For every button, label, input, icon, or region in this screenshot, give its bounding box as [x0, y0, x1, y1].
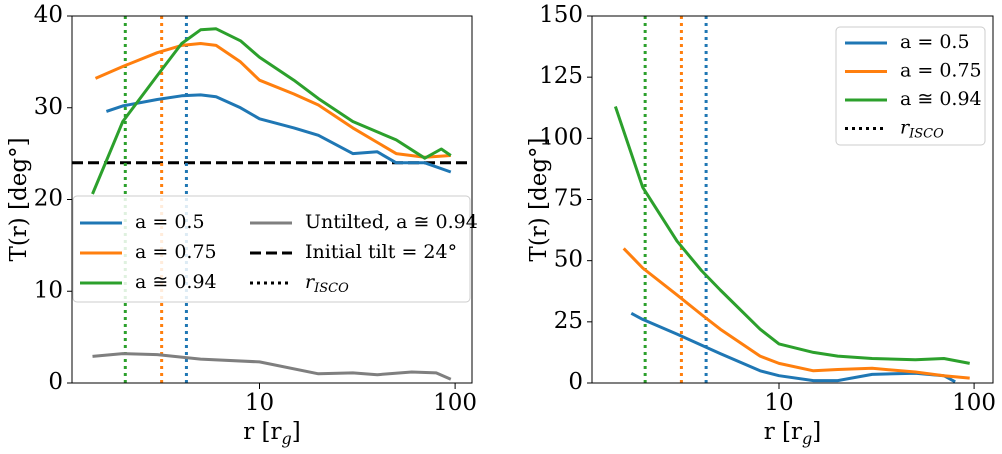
- legend-label: a = 0.5: [135, 211, 205, 233]
- legend-box: [835, 26, 986, 146]
- legend-label: a = 0.75: [135, 241, 217, 263]
- y-axis-label: T(r) [deg°]: [6, 137, 32, 261]
- y-tick-label: 25: [554, 308, 583, 334]
- data-line: [622, 247, 970, 380]
- data-line: [105, 93, 452, 174]
- y-tick-label: 150: [539, 2, 583, 28]
- y-tick-label: 0: [568, 369, 583, 395]
- y-tick-label: 20: [34, 186, 63, 212]
- x-tick-label: 100: [952, 390, 996, 416]
- legend-label: rISCO: [305, 271, 349, 296]
- x-label-main: r [r: [764, 419, 802, 445]
- x-label-end: ]: [812, 419, 821, 445]
- x-tick-label: 10: [764, 390, 793, 416]
- legend-label: rISCO: [900, 117, 944, 142]
- legend-label-sub: ISCO: [313, 281, 349, 296]
- y-tick-label: 0: [48, 369, 63, 395]
- legend-box: [72, 195, 471, 303]
- legend-label: a = 0.75: [900, 60, 982, 82]
- x-axis-label: r [rg]: [764, 419, 822, 448]
- data-line: [92, 352, 452, 381]
- x-tick-label: 10: [245, 390, 274, 416]
- data-line: [613, 106, 970, 365]
- legend-label-main: r: [900, 117, 911, 139]
- y-tick-label: 75: [554, 186, 583, 212]
- x-axis-label: r [rg]: [243, 419, 301, 448]
- legend-label: a = 0.5: [900, 31, 970, 53]
- y-tick-label: 30: [34, 94, 63, 120]
- legend-label-main: r: [305, 271, 316, 293]
- plot-area: [613, 16, 970, 383]
- axes-frame: [71, 15, 473, 384]
- legend-label: Untilted, a ≅ 0.94: [305, 211, 478, 233]
- x-label-sub: g: [802, 429, 812, 448]
- y-tick-label: 40: [34, 2, 63, 28]
- legend-label: a ≅ 0.94: [900, 88, 982, 110]
- y-tick-label: 10: [34, 277, 63, 303]
- y-tick-label: 100: [539, 124, 583, 150]
- x-label-main: r [r: [243, 419, 281, 445]
- data-line: [91, 27, 452, 195]
- legend-label: Initial tilt = 24°: [305, 241, 457, 263]
- axes-frame: [591, 15, 994, 384]
- legend-label: a ≅ 0.94: [135, 271, 217, 293]
- y-tick-label: 50: [554, 247, 583, 273]
- y-axis-label: T(r) [deg°]: [526, 137, 552, 261]
- y-tick-label: 125: [539, 63, 583, 89]
- x-tick-label: 100: [433, 390, 477, 416]
- x-label-sub: g: [282, 429, 292, 448]
- legend-label-sub: ISCO: [908, 126, 944, 141]
- data-line: [94, 42, 451, 159]
- x-label-end: ]: [292, 419, 301, 445]
